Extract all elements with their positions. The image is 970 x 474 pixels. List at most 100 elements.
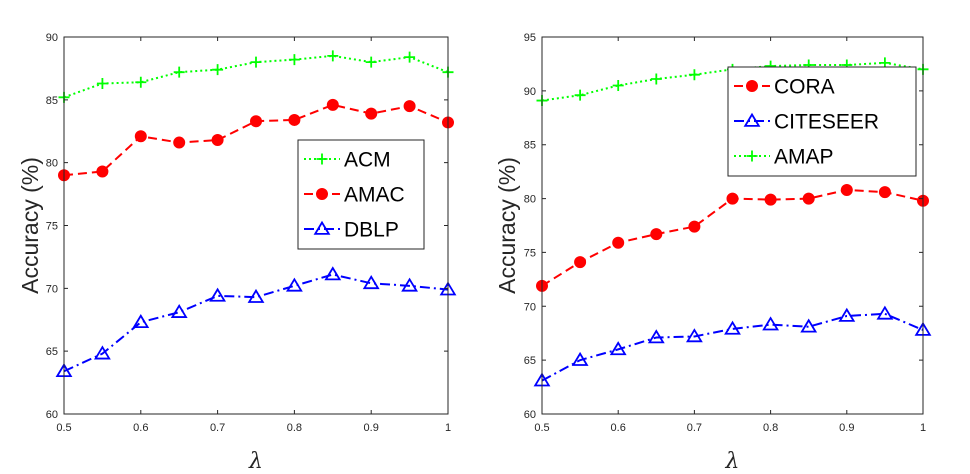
data-point-dblp-1 xyxy=(93,345,111,360)
y-tick-label: 95 xyxy=(524,32,536,44)
data-point-cora-3 xyxy=(650,228,663,241)
y-tick-label: 65 xyxy=(46,346,58,358)
data-point-dblp-5 xyxy=(247,288,265,303)
data-point-acm-9 xyxy=(404,51,416,63)
data-point-amac-9 xyxy=(403,100,416,113)
x-tick-label: 0.9 xyxy=(839,422,854,434)
data-point-cora-6 xyxy=(764,193,777,206)
data-point-citeseer-6 xyxy=(762,316,780,331)
data-point-amac-4 xyxy=(211,134,224,147)
y-tick-label: 70 xyxy=(46,283,58,295)
series-citeseer xyxy=(533,305,932,387)
data-point-amap-4 xyxy=(688,69,700,81)
data-point-citeseer-1 xyxy=(571,351,589,366)
data-point-acm-5 xyxy=(250,56,262,68)
axes-frame xyxy=(541,36,924,415)
y-tick-label: 90 xyxy=(524,86,536,98)
y-tick-label: 65 xyxy=(524,355,536,367)
accuracy-chart-left: 0.5 0.6 0.7 0.8 0.9 1 60 65 70 75 80 85 90 Accuracy … xyxy=(17,32,457,474)
legend-label-citeseer: CITESEER xyxy=(774,111,879,134)
data-point-dblp-9 xyxy=(401,277,419,292)
x-axis-label: λ xyxy=(725,449,740,474)
series-line-amap xyxy=(541,61,924,102)
data-point-dblp-7 xyxy=(324,266,342,281)
data-point-amac-7 xyxy=(326,98,339,111)
y-axis-label: Accuracy (%) xyxy=(17,157,43,294)
legend-label-amap: AMAP xyxy=(774,146,834,169)
legend-label-amac: AMAC xyxy=(344,184,405,207)
data-point-citeseer-7 xyxy=(800,318,818,333)
data-point-amap-3 xyxy=(650,73,662,85)
legend-label-cora: CORA xyxy=(774,76,835,99)
series-cora xyxy=(536,183,929,292)
data-point-amac-8 xyxy=(365,107,378,120)
legend-label-acm: ACM xyxy=(344,149,391,172)
data-point-cora-4 xyxy=(688,220,701,233)
legend: ACM AMAC DBLP xyxy=(297,139,425,250)
x-tick-label: 0.7 xyxy=(210,422,225,434)
data-point-cora-9 xyxy=(878,186,891,199)
data-point-acm-1 xyxy=(96,77,108,89)
data-point-acm-7 xyxy=(327,50,339,62)
data-point-acm-8 xyxy=(365,56,377,68)
y-tick-label: 85 xyxy=(524,140,536,152)
y-tick-label: 80 xyxy=(46,158,58,170)
y-tick-label: 70 xyxy=(524,301,536,313)
data-point-citeseer-5 xyxy=(724,320,741,335)
legend-label-dblp: DBLP xyxy=(344,219,399,242)
data-point-amac-5 xyxy=(250,115,262,128)
data-point-amap-2 xyxy=(612,79,624,91)
y-tick-label: 90 xyxy=(46,32,58,44)
data-point-citeseer-4 xyxy=(685,328,703,343)
data-point-acm-2 xyxy=(135,76,147,88)
x-tick-label: 1 xyxy=(445,422,451,434)
data-point-cora-1 xyxy=(574,256,587,269)
data-point-citeseer-8 xyxy=(838,307,856,322)
x-tick-label: 0.9 xyxy=(364,422,379,434)
data-point-cora-7 xyxy=(802,192,815,205)
data-point-dblp-8 xyxy=(362,275,380,290)
series-line-citeseer xyxy=(541,312,924,382)
y-tick-label: 75 xyxy=(524,247,536,259)
legend-marker-amap xyxy=(746,150,758,162)
y-tick-label: 75 xyxy=(46,221,58,233)
data-point-citeseer-2 xyxy=(609,341,627,356)
data-point-cora-8 xyxy=(840,183,853,196)
x-tick-label: 0.6 xyxy=(611,422,626,434)
x-tick-label: 0.8 xyxy=(287,422,302,434)
data-point-amac-2 xyxy=(134,130,147,143)
series-amac xyxy=(58,98,454,182)
data-point-amap-1 xyxy=(574,89,586,101)
data-point-dblp-2 xyxy=(132,314,150,329)
y-axis-label: Accuracy (%) xyxy=(494,157,520,294)
y-tick-label: 60 xyxy=(524,409,536,421)
data-point-acm-3 xyxy=(173,66,185,78)
x-tick-label: 1 xyxy=(920,422,926,434)
x-tick-label: 0.6 xyxy=(133,422,148,434)
data-point-citeseer-9 xyxy=(876,305,894,320)
x-axis-label: λ xyxy=(248,449,263,474)
legend-marker-acm xyxy=(316,153,328,165)
legend-marker-citeseer xyxy=(743,112,761,127)
x-tick-label: 0.8 xyxy=(763,422,778,434)
legend-marker-amac xyxy=(316,188,328,200)
legend: CORA CITESEER AMAP xyxy=(727,66,917,177)
series-line-dblp xyxy=(63,273,449,373)
data-point-acm-4 xyxy=(212,64,224,76)
accuracy-chart-right: 0.5 0.6 0.7 0.8 0.9 1 60 65 70 75 80 85 90 95 Accurac… xyxy=(494,32,932,474)
data-point-amac-1 xyxy=(96,165,109,178)
x-tick-label: 0.5 xyxy=(534,422,549,434)
legend-marker-cora xyxy=(746,80,758,92)
data-point-cora-5 xyxy=(726,192,739,205)
data-point-dblp-6 xyxy=(285,277,303,292)
data-point-cora-2 xyxy=(612,236,625,249)
data-point-citeseer-3 xyxy=(647,329,665,344)
legend-marker-dblp xyxy=(313,220,331,235)
data-point-acm-6 xyxy=(288,54,300,66)
x-tick-label: 0.5 xyxy=(56,422,71,434)
y-tick-label: 80 xyxy=(524,194,536,206)
data-point-amac-3 xyxy=(173,136,186,149)
data-point-dblp-4 xyxy=(209,287,227,302)
x-tick-label: 0.7 xyxy=(687,422,702,434)
